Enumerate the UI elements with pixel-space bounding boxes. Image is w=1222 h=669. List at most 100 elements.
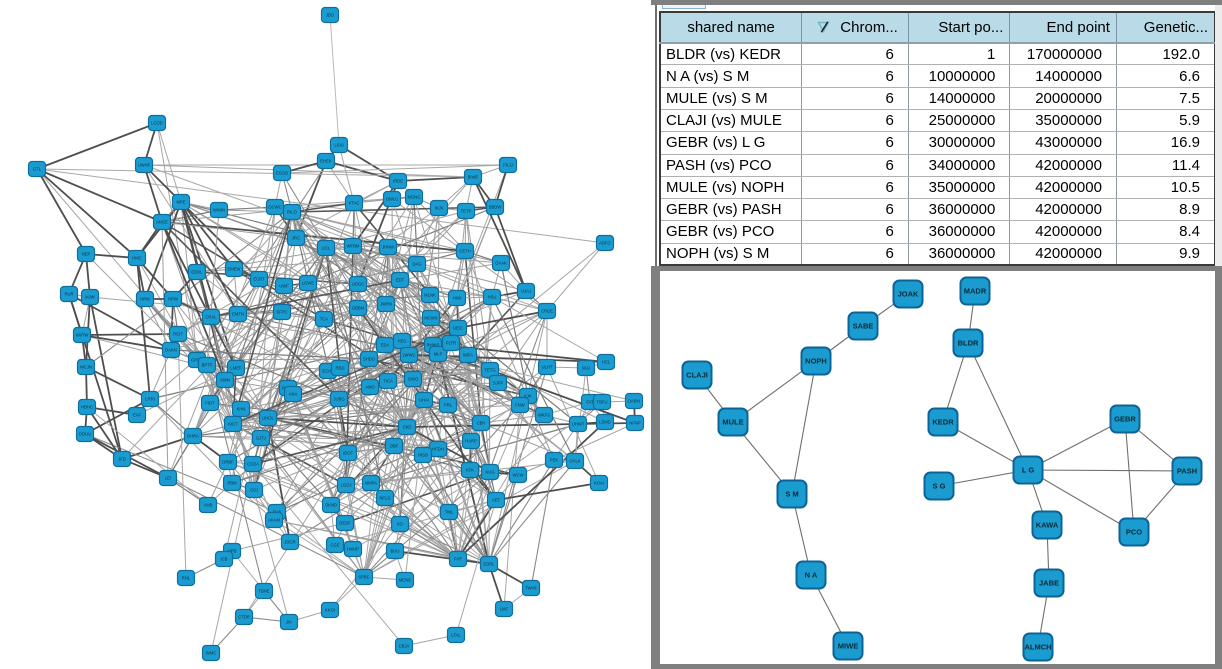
svg-text:JFD: JFD bbox=[118, 457, 126, 462]
svg-text:OBF: OBF bbox=[390, 444, 399, 449]
svg-text:UHAI: UHAI bbox=[419, 398, 429, 403]
svg-text:HSU: HSU bbox=[488, 295, 497, 300]
svg-text:KOAI: KOAI bbox=[594, 481, 604, 486]
svg-text:NFLG: NFLG bbox=[379, 496, 390, 501]
svg-text:PASH: PASH bbox=[1177, 467, 1197, 476]
svg-text:HWJP: HWJP bbox=[347, 547, 359, 552]
svg-text:IIO: IIO bbox=[397, 522, 403, 527]
svg-text:IDCF: IDCF bbox=[343, 451, 353, 456]
svg-text:ULHT: ULHT bbox=[542, 365, 553, 370]
svg-text:ECRT: ECRT bbox=[253, 277, 265, 282]
svg-text:FAT: FAT bbox=[586, 400, 594, 405]
svg-text:DDKL: DDKL bbox=[191, 270, 203, 275]
svg-text:PCO: PCO bbox=[1126, 528, 1142, 537]
svg-text:TBFU: TBFU bbox=[597, 400, 608, 405]
svg-text:CSOA: CSOA bbox=[247, 462, 259, 467]
svg-text:RHWS: RHWS bbox=[427, 343, 440, 348]
svg-text:HARP: HARP bbox=[465, 439, 477, 444]
svg-text:UWF: UWF bbox=[279, 284, 289, 289]
svg-text:HEG: HEG bbox=[397, 339, 406, 344]
svg-text:WIWN: WIWN bbox=[213, 208, 225, 213]
svg-text:TWHF: TWHF bbox=[525, 586, 538, 591]
svg-text:S G: S G bbox=[933, 482, 946, 491]
svg-text:MGNG: MGNG bbox=[407, 195, 420, 200]
svg-text:EHEK: EHEK bbox=[320, 159, 332, 164]
svg-text:EAF: EAF bbox=[133, 413, 142, 418]
svg-text:LSMD: LSMD bbox=[599, 420, 611, 425]
svg-text:AKAM: AKAM bbox=[268, 518, 280, 523]
svg-text:NMPA: NMPA bbox=[365, 481, 377, 486]
svg-text:LRRI: LRRI bbox=[145, 397, 155, 402]
svg-text:WFBM: WFBM bbox=[347, 244, 360, 249]
svg-text:FHT: FHT bbox=[454, 557, 463, 562]
svg-text:SABE: SABE bbox=[853, 322, 874, 331]
svg-text:MCWS: MCWS bbox=[424, 316, 437, 321]
svg-text:JWRN: JWRN bbox=[380, 302, 392, 307]
svg-text:TCA: TCA bbox=[320, 317, 329, 322]
svg-text:ANGE: ANGE bbox=[156, 220, 168, 225]
svg-text:JOAK: JOAK bbox=[898, 290, 919, 299]
svg-text:PEK: PEK bbox=[550, 458, 559, 463]
svg-text:KJK: KJK bbox=[524, 394, 532, 399]
svg-text:HCL: HCL bbox=[602, 360, 611, 365]
svg-text:BUU: BUU bbox=[391, 549, 400, 554]
svg-text:EDRL: EDRL bbox=[483, 562, 495, 567]
svg-text:TETP: TETP bbox=[461, 209, 472, 214]
svg-text:LTAL: LTAL bbox=[451, 633, 461, 638]
svg-text:UHOL: UHOL bbox=[262, 416, 274, 421]
svg-text:SFPC: SFPC bbox=[276, 310, 287, 315]
svg-text:EMTN: EMTN bbox=[232, 312, 244, 317]
svg-text:KUG: KUG bbox=[485, 470, 494, 475]
svg-text:JIK: JIK bbox=[286, 620, 292, 625]
svg-text:KKOI: KKOI bbox=[325, 608, 335, 613]
svg-text:MENG: MENG bbox=[399, 578, 412, 583]
svg-text:FKJJ: FKJJ bbox=[503, 163, 513, 168]
svg-text:ADFO: ADFO bbox=[599, 241, 611, 246]
svg-text:IKJK: IKJK bbox=[435, 206, 444, 211]
svg-text:BLDR: BLDR bbox=[958, 339, 979, 348]
svg-text:EGGB: EGGB bbox=[276, 171, 288, 176]
svg-text:DAG: DAG bbox=[412, 262, 421, 267]
svg-text:HIW: HIW bbox=[453, 296, 461, 301]
svg-text:FNW: FNW bbox=[515, 403, 525, 408]
svg-text:PRL: PRL bbox=[444, 403, 453, 408]
svg-text:AET: AET bbox=[492, 498, 501, 503]
svg-text:BIWE: BIWE bbox=[468, 175, 479, 180]
svg-text:NOPH: NOPH bbox=[805, 357, 827, 366]
svg-text:LICL: LICL bbox=[322, 246, 332, 251]
svg-text:TBNE: TBNE bbox=[258, 589, 269, 594]
svg-text:JUBG: JUBG bbox=[333, 397, 344, 402]
svg-text:HPM: HPM bbox=[140, 297, 150, 302]
svg-text:WKFS: WKFS bbox=[538, 413, 550, 418]
svg-text:HFDH: HFDH bbox=[432, 447, 444, 452]
svg-text:MLNK: MLNK bbox=[424, 293, 436, 298]
svg-text:FIDT: FIDT bbox=[205, 401, 215, 406]
svg-text:CBJA: CBJA bbox=[399, 644, 410, 649]
svg-text:AMO: AMO bbox=[365, 385, 375, 390]
svg-text:OKND: OKND bbox=[325, 503, 337, 508]
svg-text:TETG: TETG bbox=[484, 368, 495, 373]
svg-text:GBBM: GBBM bbox=[352, 306, 365, 311]
svg-text:LSIU: LSIU bbox=[334, 143, 343, 148]
svg-text:UOGC: UOGC bbox=[352, 282, 365, 287]
svg-text:GEBR: GEBR bbox=[1114, 415, 1136, 424]
svg-text:HPW: HPW bbox=[168, 297, 178, 302]
svg-text:CLAJI: CLAJI bbox=[686, 371, 708, 380]
svg-text:RUR: RUR bbox=[64, 292, 73, 297]
svg-text:HISB: HISB bbox=[418, 453, 428, 458]
svg-text:RBJI: RBJI bbox=[335, 366, 344, 371]
svg-text:JHNW: JHNW bbox=[382, 245, 394, 250]
svg-text:UJAJ: UJAJ bbox=[521, 289, 531, 294]
svg-text:MLP: MLP bbox=[434, 352, 443, 357]
svg-text:JFIC: JFIC bbox=[292, 236, 301, 241]
svg-text:LMEF: LMEF bbox=[230, 366, 242, 371]
svg-text:ALMCH: ALMCH bbox=[1024, 643, 1051, 652]
svg-text:NFNP: NFNP bbox=[629, 421, 641, 426]
svg-text:WMC: WMC bbox=[206, 651, 216, 656]
svg-text:JABE: JABE bbox=[1039, 579, 1059, 588]
svg-text:EDA: EDA bbox=[381, 343, 390, 348]
svg-text:WCJN: WCJN bbox=[80, 365, 92, 370]
svg-text:UWNF: UWNF bbox=[138, 163, 151, 168]
svg-text:OWLC: OWLC bbox=[386, 197, 399, 202]
svg-text:CHLK: CHLK bbox=[569, 459, 580, 464]
